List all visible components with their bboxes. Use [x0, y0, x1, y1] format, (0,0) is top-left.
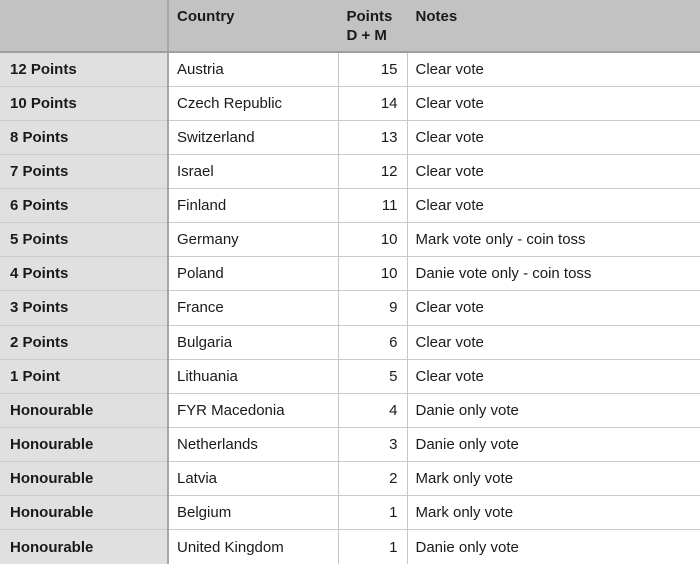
notes-cell: Danie only vote [406, 392, 700, 428]
notes-cell: Danie only vote [406, 529, 700, 564]
rank-cell: Honourable [0, 460, 168, 496]
notes-cell: Mark only vote [406, 460, 700, 496]
table-row: 7 Points Israel 12 Clear vote [0, 153, 700, 189]
notes-cell: Clear vote [406, 119, 700, 155]
points-cell: 1 [337, 529, 407, 564]
country-cell: Poland [167, 256, 338, 291]
points-cell: 10 [337, 256, 407, 291]
rank-cell: 3 Points [0, 290, 168, 325]
points-cell: 9 [337, 290, 407, 325]
points-cell: 10 [337, 222, 407, 257]
rank-cell: Honourable [0, 392, 168, 428]
rank-cell: 5 Points [0, 222, 168, 257]
notes-cell: Mark vote only - coin toss [406, 222, 700, 257]
country-cell: France [167, 290, 338, 325]
country-cell: Finland [167, 187, 338, 223]
header-country: Country [167, 0, 338, 53]
table-row: 4 Points Poland 10 Danie vote only - coin t… [0, 256, 700, 291]
rank-cell: 10 Points [0, 85, 168, 121]
rank-cell: 7 Points [0, 153, 168, 189]
header-points-line2: D + M [346, 27, 387, 44]
rank-cell: 8 Points [0, 119, 168, 155]
rank-cell: 1 Point [0, 358, 168, 394]
country-cell: Lithuania [167, 358, 338, 394]
country-cell: Switzerland [167, 119, 338, 155]
notes-cell: Clear vote [406, 290, 700, 325]
table-row: 1 Point Lithuania 5 Clear vote [0, 358, 700, 394]
rank-cell: 12 Points [0, 52, 168, 87]
points-cell: 3 [337, 426, 407, 462]
country-cell: Israel [167, 153, 338, 189]
country-cell: Germany [167, 222, 338, 257]
points-cell: 11 [337, 187, 407, 223]
points-cell: 15 [337, 52, 407, 87]
header-notes: Notes [406, 0, 700, 53]
points-cell: 2 [337, 460, 407, 496]
country-cell: Netherlands [167, 426, 338, 462]
table-row: 6 Points Finland 11 Clear vote [0, 187, 700, 223]
points-cell: 4 [337, 392, 407, 428]
notes-cell: Danie vote only - coin toss [406, 256, 700, 291]
notes-cell: Danie only vote [406, 426, 700, 462]
country-cell: Belgium [167, 495, 338, 530]
points-cell: 6 [337, 324, 407, 360]
table-row: 12 Points Austria 15 Clear vote [0, 52, 700, 87]
points-cell: 13 [337, 119, 407, 155]
country-cell: Bulgaria [167, 324, 338, 360]
header-points: Points D + M [337, 0, 407, 53]
table-row: Honourable United Kingdom 1 Danie only vote [0, 529, 700, 564]
points-cell: 1 [337, 495, 407, 530]
notes-cell: Clear vote [406, 358, 700, 394]
rank-cell: Honourable [0, 495, 168, 530]
rank-cell: 2 Points [0, 324, 168, 360]
header-row: Country Points D + M Notes [0, 0, 700, 53]
country-cell: United Kingdom [167, 529, 338, 564]
table-row: Honourable Belgium 1 Mark only vote [0, 495, 700, 530]
header-rank [0, 0, 168, 53]
table-row: Honourable Latvia 2 Mark only vote [0, 460, 700, 496]
notes-cell: Mark only vote [406, 495, 700, 530]
header-points-line1: Points [346, 8, 393, 25]
notes-cell: Clear vote [406, 85, 700, 121]
notes-cell: Clear vote [406, 187, 700, 223]
rank-cell: Honourable [0, 426, 168, 462]
table-row: Honourable Netherlands 3 Danie only vote [0, 426, 700, 462]
country-cell: Latvia [167, 460, 338, 496]
notes-cell: Clear vote [406, 52, 700, 87]
country-cell: FYR Macedonia [167, 392, 338, 428]
points-cell: 14 [337, 85, 407, 121]
table-row: Honourable FYR Macedonia 4 Danie only vote [0, 392, 700, 428]
table-row: 3 Points France 9 Clear vote [0, 290, 700, 325]
country-cell: Austria [167, 52, 338, 87]
rank-cell: 4 Points [0, 256, 168, 291]
notes-cell: Clear vote [406, 324, 700, 360]
table-row: 5 Points Germany 10 Mark vote only - coin t… [0, 222, 700, 257]
points-cell: 12 [337, 153, 407, 189]
table-row: 10 Points Czech Republic 14 Clear vote [0, 85, 700, 121]
notes-cell: Clear vote [406, 153, 700, 189]
table-row: 8 Points Switzerland 13 Clear vote [0, 119, 700, 155]
points-cell: 5 [337, 358, 407, 394]
rank-cell: Honourable [0, 529, 168, 564]
table-row: 2 Points Bulgaria 6 Clear vote [0, 324, 700, 360]
rank-cell: 6 Points [0, 187, 168, 223]
country-cell: Czech Republic [167, 85, 338, 121]
